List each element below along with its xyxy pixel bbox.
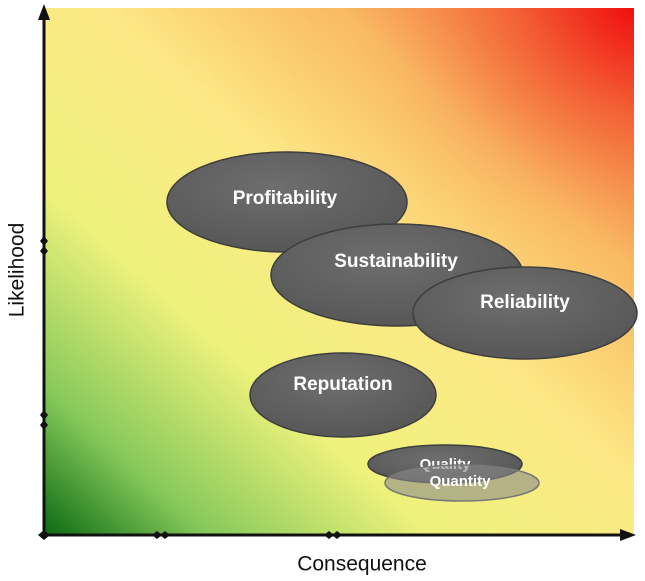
node-label: Sustainability [334, 251, 458, 272]
y-axis-label: Likelihood [6, 223, 29, 318]
axis-tick [40, 236, 48, 246]
axis-tick [332, 531, 342, 539]
node-label: Quantity [430, 473, 491, 490]
axis-tick [152, 531, 162, 539]
axis-tick [324, 531, 334, 539]
axis-tick [40, 410, 48, 420]
node-ellipse [412, 266, 638, 360]
node-label: Reliability [480, 292, 570, 313]
node-ellipse [249, 352, 437, 438]
axis-tick [38, 530, 50, 540]
axes [38, 4, 636, 541]
node-label: Profitability [233, 188, 338, 209]
axis-tick [160, 531, 170, 539]
axis-tick [40, 420, 48, 430]
x-axis-label: Consequence [297, 553, 427, 576]
node-ellipse [384, 464, 540, 502]
axis-tick [40, 246, 48, 256]
x-arrow [620, 529, 636, 541]
node-label: Reputation [293, 374, 392, 395]
y-arrow [38, 4, 50, 20]
